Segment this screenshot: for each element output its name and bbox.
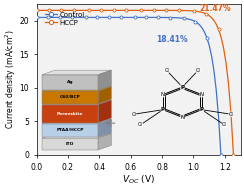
Y-axis label: Current density (mA/cm$^2$): Current density (mA/cm$^2$) <box>3 30 18 129</box>
Text: 21.47%: 21.47% <box>200 4 231 13</box>
Legend: Control, HCCP: Control, HCCP <box>42 9 87 28</box>
X-axis label: $V_{OC}$ (V): $V_{OC}$ (V) <box>122 173 155 186</box>
Text: 18.41%: 18.41% <box>156 35 187 44</box>
